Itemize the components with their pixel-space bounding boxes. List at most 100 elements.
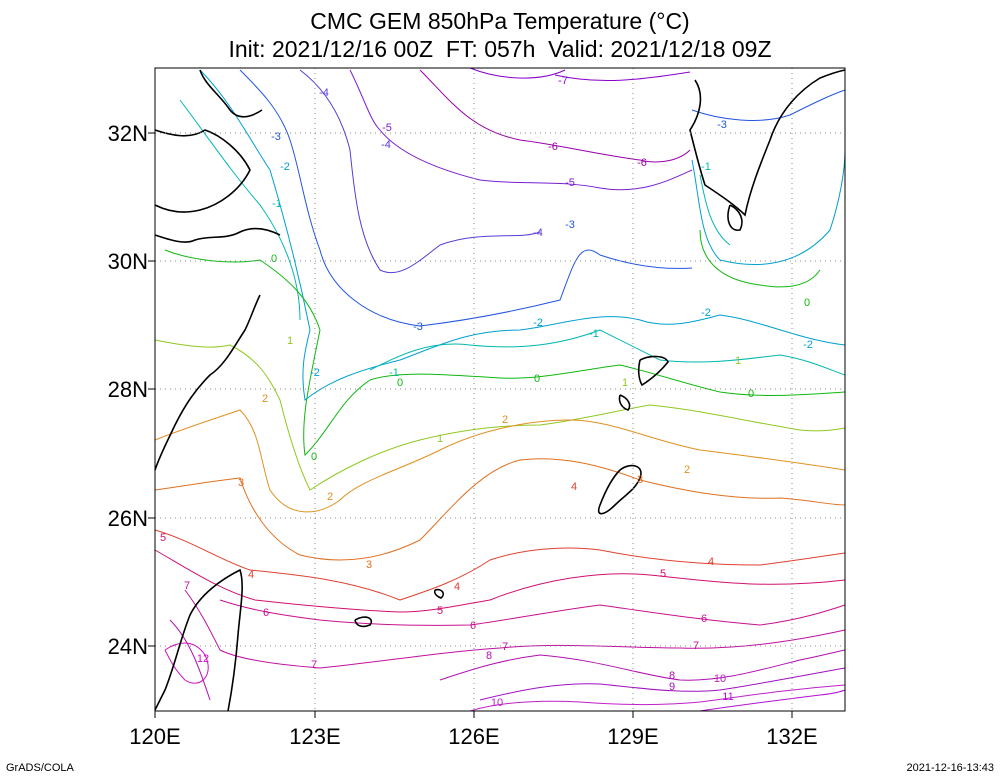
- contour-label: 6: [263, 607, 269, 619]
- contour-label: -4: [381, 139, 391, 151]
- lat-label-24n: 24N: [108, 634, 148, 659]
- contour-label: -6: [637, 157, 647, 169]
- contour-label: -1: [389, 367, 399, 379]
- lat-label-32n: 32N: [108, 121, 148, 146]
- coastline-path: [199, 69, 263, 118]
- contour-label: 1: [437, 433, 443, 445]
- contour-label: -1: [701, 161, 711, 173]
- contour-label: 0: [271, 253, 277, 265]
- coastline-path: [727, 204, 743, 231]
- contour-label: 1: [735, 355, 741, 367]
- contour-label: -2: [803, 339, 813, 351]
- coastline-path: [618, 394, 631, 411]
- lon-label-132e: 132E: [766, 724, 817, 749]
- isotherm-line: [699, 689, 846, 712]
- isotherm-line: [239, 69, 846, 327]
- isotherm-line: [154, 529, 846, 601]
- chart-title: CMC GEM 850hPa Temperature (°C): [310, 8, 690, 34]
- coastlines: [154, 69, 846, 712]
- chart-subtitle: Init: 2021/12/16 00Z FT: 057h Valid: 202…: [228, 36, 772, 62]
- graticule: [155, 68, 845, 711]
- contour-label: 4: [454, 581, 460, 593]
- contour-label: 6: [701, 613, 707, 625]
- isotherm-line: [154, 339, 846, 491]
- isotherm-line: [419, 69, 691, 163]
- contour-label: -3: [717, 119, 727, 131]
- contour-label: 7: [184, 580, 190, 592]
- isotherm-line: [349, 69, 693, 191]
- contour-label: 7: [502, 641, 508, 653]
- contour-label: 10: [714, 673, 726, 685]
- coastline-path: [154, 294, 261, 471]
- isotherm-line: [469, 67, 691, 82]
- contour-label: -1: [272, 198, 282, 210]
- contour-label: 0: [311, 451, 317, 463]
- contour-label: 4: [248, 569, 254, 581]
- contour-label: -3: [271, 131, 281, 143]
- isotherm-line: [169, 619, 846, 701]
- contour-label: 5: [660, 568, 666, 580]
- contour-label: 2: [684, 464, 690, 476]
- contour-label: 7: [311, 659, 317, 671]
- contour-label: -7: [558, 75, 568, 87]
- contour-label: -2: [701, 307, 711, 319]
- coastline-path: [689, 69, 846, 217]
- contour-label: -2: [533, 317, 543, 329]
- footer-timestamp: 2021-12-16-13:43: [906, 762, 994, 774]
- lat-label-28n: 28N: [108, 377, 148, 402]
- contour-label: -3: [413, 321, 423, 333]
- contour-label: 0: [397, 377, 403, 389]
- coastline-path: [597, 464, 642, 515]
- lat-label-26n: 26N: [108, 506, 148, 531]
- coastline-path: [154, 129, 251, 213]
- longitude-labels: 120E 123E 126E 129E 132E: [129, 724, 817, 749]
- isotherm-line: [154, 549, 846, 613]
- isotherm-line: [299, 69, 541, 274]
- contour-label: 8: [486, 650, 492, 662]
- coastline-path: [433, 588, 444, 599]
- isotherm-line: [179, 99, 846, 376]
- coastline-path: [354, 616, 373, 628]
- contour-label: -1: [589, 328, 599, 340]
- contour-label: 1: [287, 335, 293, 347]
- contour-label: 0: [748, 388, 754, 400]
- contour-label: 3: [238, 477, 244, 489]
- contour-label: 11: [722, 691, 733, 703]
- contour-label: 0: [804, 297, 810, 309]
- latitude-labels: 24N 26N 28N 30N 32N: [108, 121, 148, 659]
- isotherm-line: [184, 589, 846, 669]
- contour-label: -4: [319, 87, 329, 99]
- contour-label: 4: [708, 556, 714, 568]
- isotherm-line: [164, 229, 846, 457]
- contour-label: 1: [622, 377, 628, 389]
- isotherm-line: [154, 458, 846, 561]
- coastline-path: [154, 227, 281, 243]
- contour-label: 2: [327, 491, 333, 503]
- contour-label: 8: [669, 670, 675, 682]
- contour-label: 5: [437, 605, 443, 617]
- isotherm-line: [479, 667, 846, 701]
- contour-label: 0: [534, 373, 540, 385]
- coastline-path: [637, 355, 669, 387]
- contour-label: -3: [565, 219, 575, 231]
- lon-label-120e: 120E: [129, 724, 180, 749]
- isotherm-line: [154, 409, 846, 513]
- contour-label: 12: [197, 653, 209, 665]
- contour-label: 4: [571, 481, 577, 493]
- contour-label: -5: [565, 177, 575, 189]
- isotherm-line: [469, 684, 846, 712]
- contour-label: 6: [470, 620, 476, 632]
- contour-label: 3: [637, 474, 643, 486]
- lon-label-129e: 129E: [607, 724, 658, 749]
- contour-label: 5: [160, 532, 166, 544]
- contour-label: -4: [533, 227, 543, 239]
- contour-label: 2: [262, 393, 268, 405]
- contour-label: 3: [366, 559, 372, 571]
- contour-label: -2: [280, 161, 290, 173]
- isotherm-line: [219, 599, 846, 626]
- contour-label: -5: [382, 122, 392, 134]
- axis-ticks: [148, 132, 793, 718]
- coastline-path: [154, 568, 243, 712]
- lon-label-123e: 123E: [289, 724, 340, 749]
